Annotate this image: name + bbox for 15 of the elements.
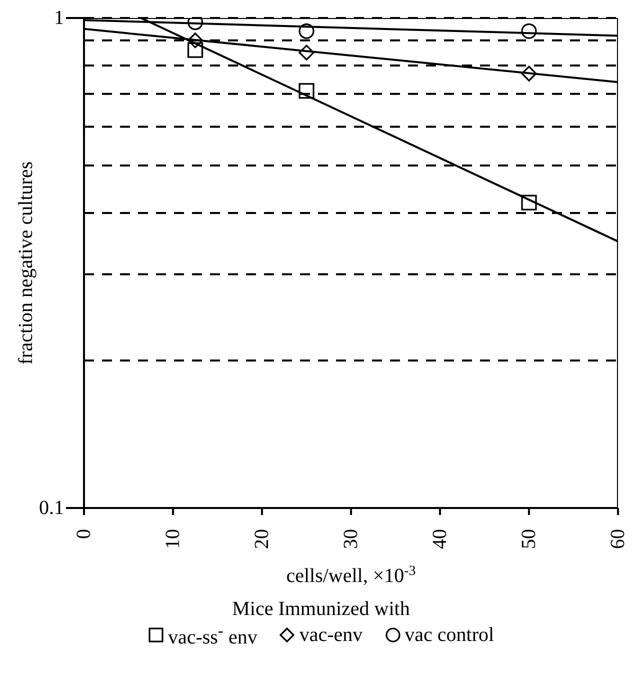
y-tick-label: 0.1 — [39, 497, 64, 519]
x-tick-label: 40 — [429, 529, 451, 549]
x-tick-label: 60 — [607, 529, 629, 549]
x-tick-label: 20 — [251, 529, 273, 549]
y-axis-title: fraction negative cultures — [15, 161, 37, 365]
legend-label: vac-ss$^{-}$ env — [168, 621, 258, 650]
y-tick-label: 1 — [54, 7, 64, 29]
legend-title: Mice Immunized with — [231, 598, 411, 621]
x-tick-label: 30 — [340, 529, 362, 549]
legend-label: vac-env — [299, 624, 363, 647]
x-tick-label: 10 — [162, 529, 184, 549]
x-tick-label: 0 — [73, 529, 95, 539]
x-axis-title: cells/well, ×10$^{-3}$ — [286, 564, 416, 587]
legend-label: vac control — [404, 624, 494, 647]
x-tick-label: 50 — [518, 529, 540, 549]
